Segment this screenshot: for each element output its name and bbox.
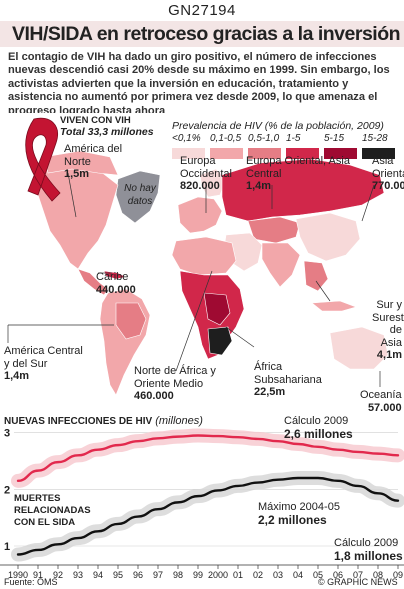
legend-swatch — [172, 148, 205, 159]
x-tick-label: 92 — [53, 570, 63, 580]
central-africa-shape — [203, 292, 231, 326]
legend-swatch — [248, 148, 281, 159]
x-tick-label: 07 — [353, 570, 363, 580]
x-tick-label: 1990 — [8, 570, 28, 580]
x-tick-label: 05 — [313, 570, 323, 580]
legend-label: 0,1-0,5 — [210, 133, 242, 144]
x-tick-label: 99 — [193, 570, 203, 580]
legend-title: Prevalencia de HIV (% de la población, 2… — [172, 120, 384, 132]
legend-swatch — [286, 148, 319, 159]
graphic-code: GN27194 — [168, 2, 236, 19]
region-eastern-europe: Europa Oriental, Asia Central 1,4m — [246, 155, 350, 192]
region-latin-america: América Central y del Sur 1,4m — [4, 345, 83, 382]
x-tick-label: 94 — [93, 570, 103, 580]
greenland-shape — [115, 170, 161, 224]
credit-note: © GRAPHIC NEWS — [318, 577, 398, 587]
aids-deaths-line — [16, 476, 400, 556]
x-tick-label: 09 — [393, 570, 403, 580]
region-mena: Norte de África y Oriente Medio 460.000 — [134, 365, 216, 402]
region-subsaharan-africa: África Subsahariana 22,5m — [254, 361, 322, 398]
region-caribbean: Caribe 440.000 — [96, 271, 136, 296]
headline-bar: VIH/SIDA en retroceso gracias a la inver… — [0, 21, 404, 47]
no-data-label: No hay datos — [124, 183, 156, 207]
page-title: VIH/SIDA en retroceso gracias a la inver… — [12, 23, 401, 45]
x-tick-label: 02 — [253, 570, 263, 580]
x-tick-label: 96 — [133, 570, 143, 580]
x-tick-label: 04 — [293, 570, 303, 580]
x-tick-label: 01 — [233, 570, 243, 580]
y-tick-label: 1 — [4, 541, 10, 553]
x-tick-label: 98 — [173, 570, 183, 580]
annotation-deaths-peak: Máximo 2004-05 2,2 millones — [258, 501, 340, 527]
x-tick-label: 95 — [113, 570, 123, 580]
legend-label: 5-15 — [324, 133, 345, 144]
australia-shape — [329, 326, 389, 370]
x-tick-label: 2000 — [208, 570, 228, 580]
ribbon-icon — [25, 117, 61, 202]
x-tick-label: 03 — [273, 570, 283, 580]
new-infections-line — [16, 434, 400, 483]
south-asia-shape — [261, 242, 301, 288]
southeast-asia-shape — [303, 260, 329, 292]
hiv-box-title: Viven con VIH — [60, 115, 131, 126]
line-chart-figure: 1 2 3 1990 91 92 93 94 95 96 97 98 99 2000 01 02 03 04 05 0… — [0, 413, 404, 589]
legend-swatch — [324, 148, 357, 159]
indonesia-shape — [311, 300, 357, 312]
y-tick-label: 3 — [4, 428, 10, 440]
source-note: Fuente: OMS — [4, 577, 58, 587]
central-america-shape — [77, 268, 109, 296]
intro-text: El contagio de VIH ha dado un giro posit… — [8, 51, 390, 117]
western-europe-shape — [177, 196, 223, 234]
x-tick-label: 93 — [73, 570, 83, 580]
hiv-box-total: Total 33,3 millones — [60, 126, 154, 138]
region-south-asia: Sur y Sureste de Asia 4,1m — [372, 299, 404, 361]
hiv-total-box: Viven con VIH Total 33,3 millones — [60, 115, 154, 138]
x-tick-label: 06 — [333, 570, 343, 580]
east-asia-shape — [295, 212, 361, 262]
brazil-shape — [115, 302, 147, 340]
chart-title-deaths: Muertes relacionadas con el SIDA — [14, 493, 91, 528]
legend-swatch — [210, 148, 243, 159]
region-western-europe: Europa Occidental 820.000 — [180, 155, 232, 192]
world-map-figure: Viven con VIH Total 33,3 millones Preval… — [0, 113, 404, 414]
eastern-europe-shape — [221, 158, 385, 222]
region-oceania: Oceanía 57.000 — [360, 389, 402, 414]
north-africa-shape — [171, 236, 237, 276]
x-tick-label: 08 — [373, 570, 383, 580]
world-map — [0, 113, 404, 413]
legend-label: 0,5-1,0 — [248, 133, 280, 144]
line-chart: 1 2 3 1990 91 92 93 94 95 96 97 98 99 2000 01 02 03 04 05 0… — [0, 428, 404, 580]
scandinavia-shape — [199, 168, 227, 198]
y-tick-label: 2 — [4, 484, 10, 496]
chart-title-new: Nuevas infecciones de HIV (millones) — [4, 415, 203, 427]
x-tick-label: 91 — [33, 570, 43, 580]
x-tick-label: 97 — [153, 570, 163, 580]
southern-africa-shape — [207, 326, 233, 356]
annotation-new-2009: Cálculo 2009 2,6 millones — [284, 415, 353, 441]
canada-shape — [43, 150, 119, 176]
region-east-asia: Asia Oriental 770.000 — [372, 155, 404, 192]
region-north-america: América del Norte 1,5m — [64, 143, 123, 180]
legend-label: 15-28 — [362, 133, 388, 144]
annotation-deaths-2009: Cálculo 2009 1,8 millones — [334, 537, 403, 563]
legend-swatch — [362, 148, 395, 159]
legend-label: 1-5 — [286, 133, 301, 144]
legend-label: <0,1% — [172, 133, 201, 144]
